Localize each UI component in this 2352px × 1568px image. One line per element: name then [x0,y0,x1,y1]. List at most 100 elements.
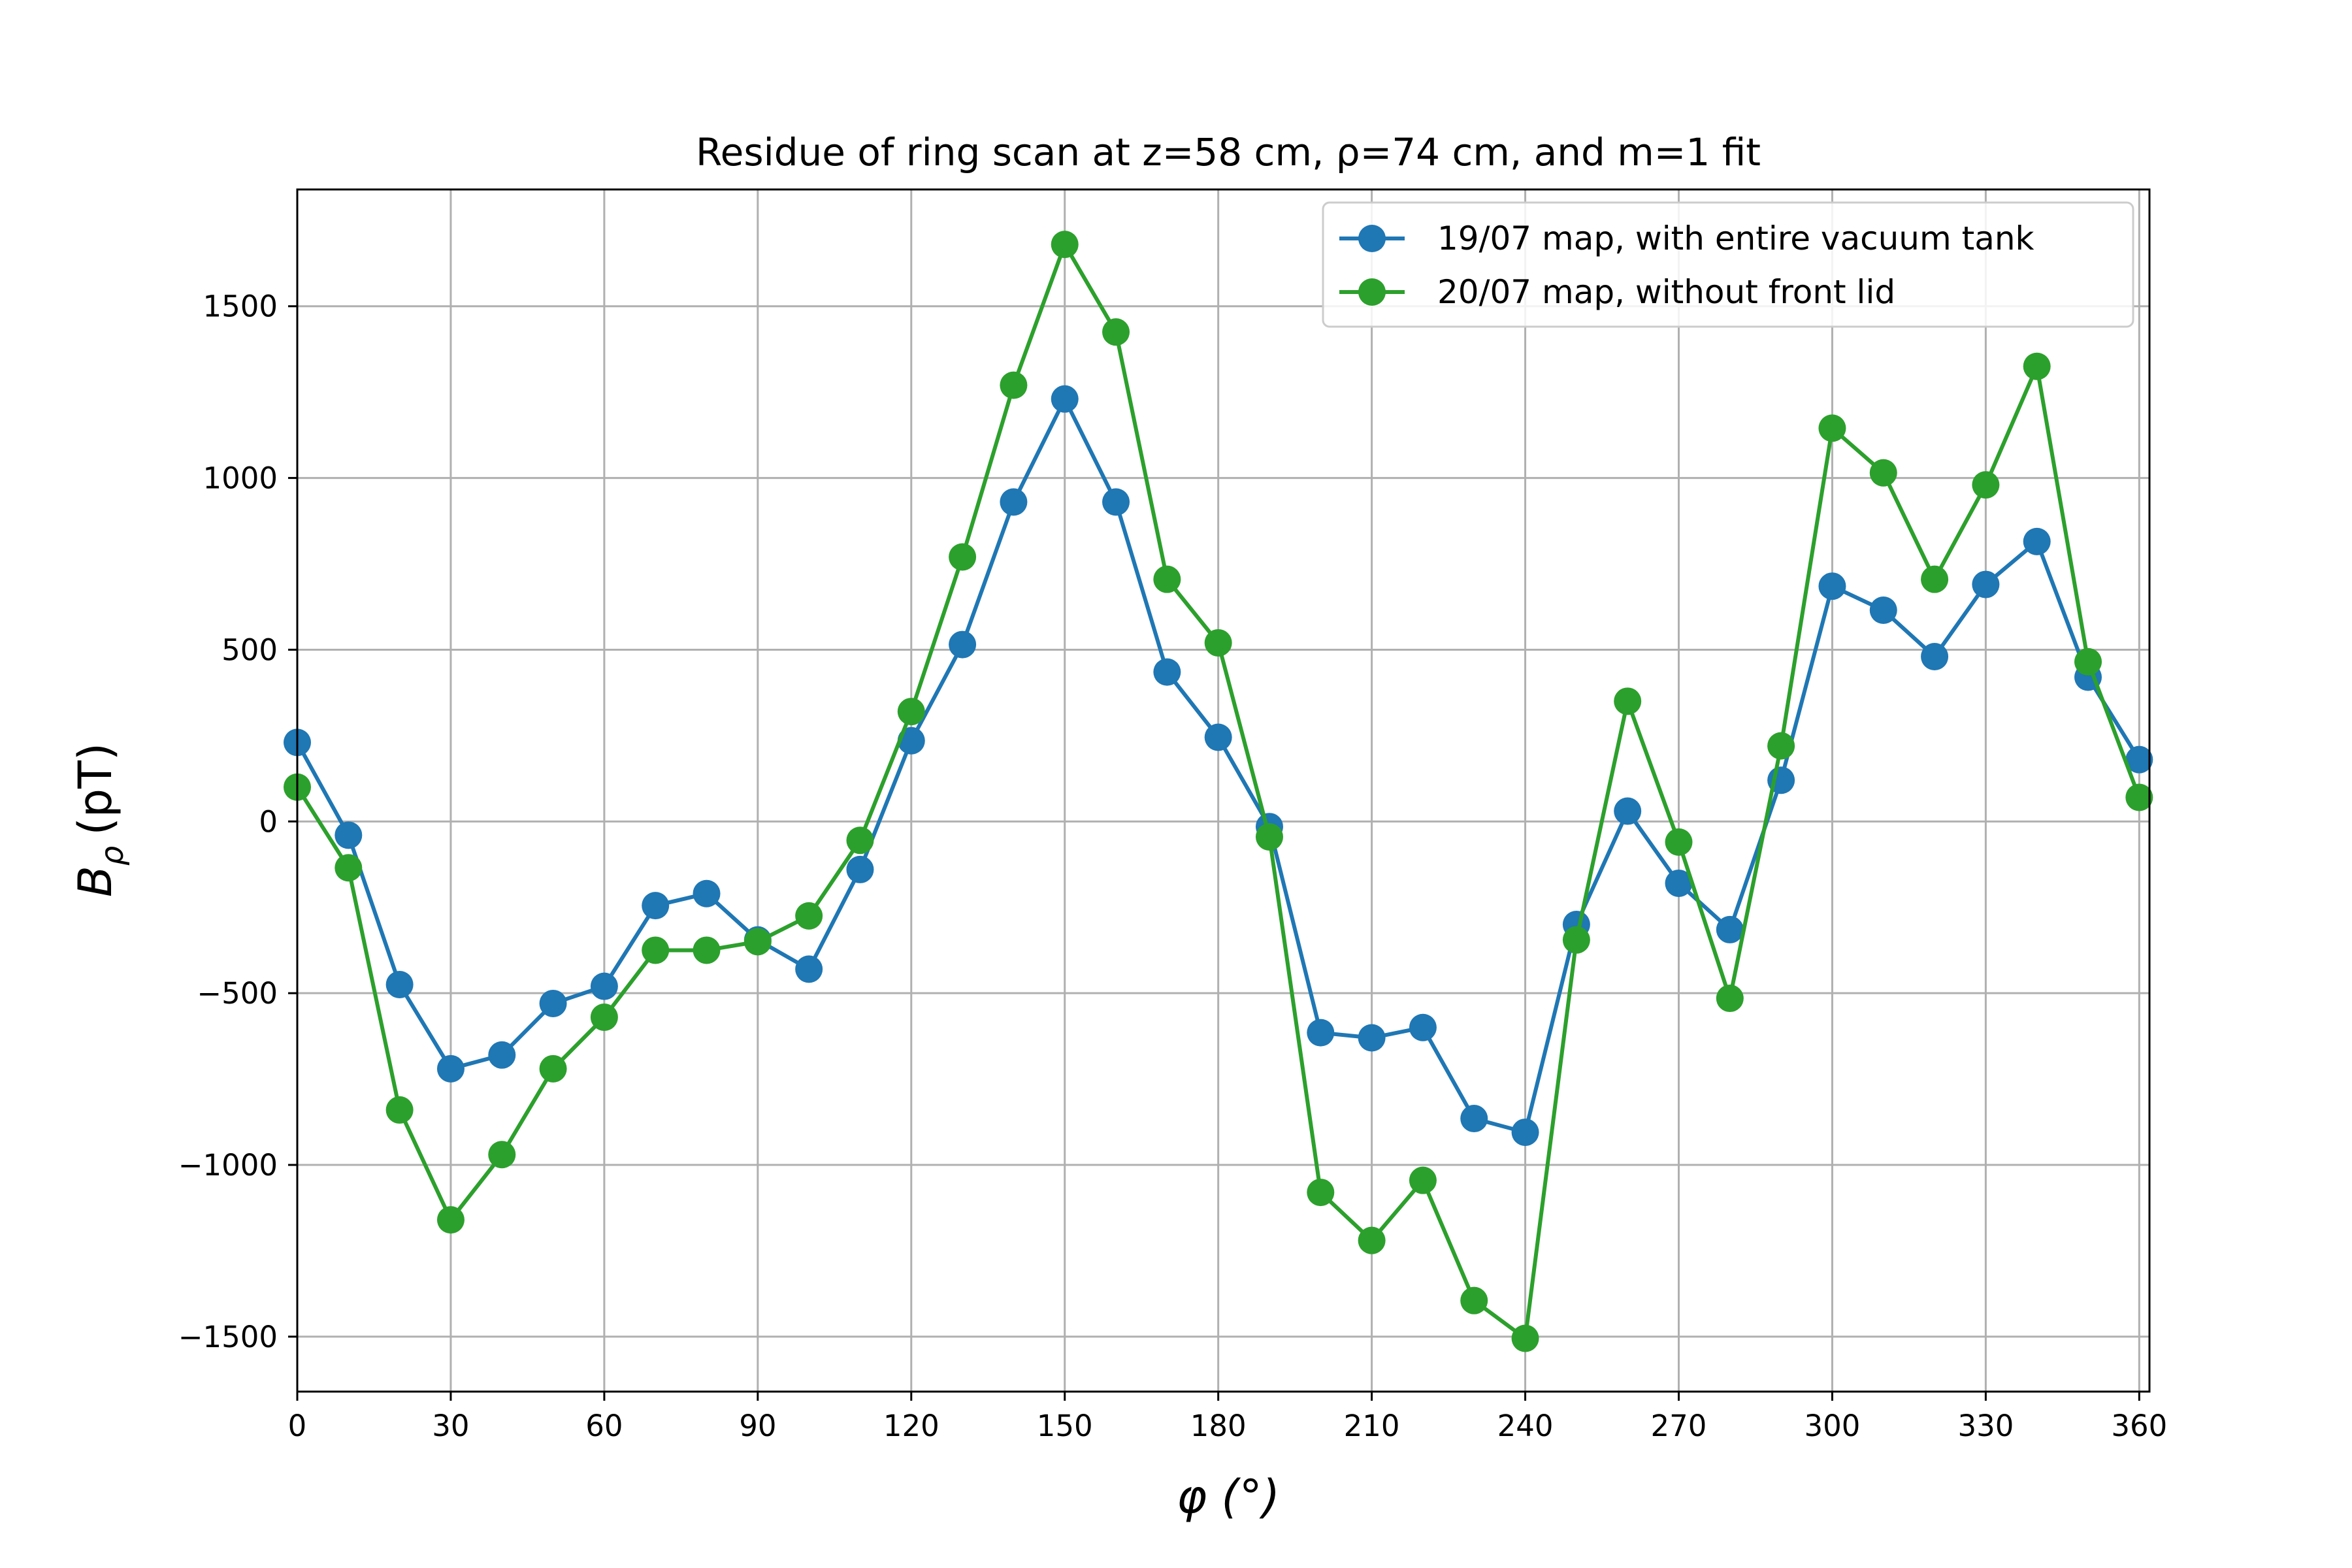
x-axis-label: φ (°) [1177,1470,1280,1524]
data-point [1614,687,1642,715]
data-point [642,936,670,964]
x-tick-label: 60 [585,1409,623,1443]
x-tick-label: 270 [1651,1409,1707,1443]
legend-marker [1358,278,1386,306]
data-point [693,879,721,907]
data-point [1255,823,1283,851]
data-point [1460,1105,1488,1133]
data-point [1921,642,1949,670]
data-point [1869,459,1897,487]
series-1 [284,385,2153,1147]
x-tick-label: 180 [1190,1409,1247,1443]
data-point [1204,629,1232,657]
data-point [642,892,670,920]
data-point [539,989,567,1017]
legend-box [1322,201,2134,328]
data-point [2125,745,2153,774]
y-tick-label: 500 [221,632,278,667]
y-axis-label: Bρ (pT) [69,743,131,897]
data-point [335,854,363,882]
series-2 [284,231,2153,1352]
data-point [1665,869,1693,897]
x-tick-label: 360 [2111,1409,2167,1443]
data-point [1716,985,1744,1013]
x-tick-label: 150 [1037,1409,1093,1443]
legend-entry-2: 20/07 map, without front lid [1339,273,1895,311]
x-tick-label: 0 [288,1409,307,1443]
data-point [1102,488,1130,516]
y-tick-label: 0 [259,804,278,839]
x-tick-label: 330 [1957,1409,2014,1443]
y-axis-label-unit: (pT) [69,743,122,836]
x-tick-label: 300 [1804,1409,1860,1443]
data-point [1000,488,1028,516]
legend-marker [1358,225,1386,252]
axis-ticks: 0 30 60 90 120 150 180 210 240 270 300 330 360 −1500 −… [178,289,2168,1443]
data-point [846,855,874,883]
data-point [1051,385,1079,413]
y-tick-label: 1000 [203,461,278,496]
data-point [590,972,618,1000]
y-tick-label: −500 [197,976,278,1011]
grid-lines [296,189,2149,1392]
data-point [2023,352,2051,380]
y-tick-label: −1500 [178,1320,278,1354]
data-point [1716,915,1744,943]
data-point [949,630,977,659]
data-point [1358,1226,1386,1254]
data-point [1767,732,1795,760]
data-point [385,1096,414,1124]
data-point [1665,828,1693,856]
data-point [1000,371,1028,399]
x-tick-label: 210 [1344,1409,1400,1443]
data-point [2125,783,2153,811]
data-point [1869,596,1897,624]
data-point [1972,570,2000,598]
data-point [1307,1179,1335,1207]
data-point [1153,565,1181,593]
y-axis-label-base: B [69,866,122,897]
y-tick-label: −1000 [178,1148,278,1183]
data-point [1051,231,1079,259]
y-tick-label: 1500 [203,289,278,324]
data-point [1409,1166,1437,1194]
data-point [1511,1324,1539,1352]
legend-entry-1: 19/07 map, with entire vacuum tank [1339,220,2034,257]
data-point [795,902,823,930]
x-tick-label: 30 [432,1409,469,1443]
legend-label: 19/07 map, with entire vacuum tank [1437,220,2034,257]
x-tick-label: 90 [739,1409,776,1443]
series-layer [284,231,2153,1352]
data-point [539,1054,567,1083]
data-point [1102,318,1130,346]
data-point [1204,723,1232,751]
legend-label: 20/07 map, without front lid [1437,273,1895,311]
data-point [1153,658,1181,686]
data-point [1358,1024,1386,1052]
data-point [1562,926,1590,954]
chart-title: Residue of ring scan at z=58 cm, ρ=74 cm… [696,130,1761,174]
data-point [1921,565,1949,593]
data-point [1409,1013,1437,1041]
data-point [693,936,721,964]
data-point [1460,1286,1488,1315]
data-point [488,1041,516,1069]
data-point [1972,471,2000,499]
data-point [1614,797,1642,825]
data-point [385,971,414,999]
plot-frame [296,188,2151,1393]
data-point [488,1141,516,1169]
data-point [1307,1019,1335,1047]
x-tick-label: 240 [1497,1409,1554,1443]
data-point [335,821,363,849]
data-point [1818,572,1846,600]
data-point [2074,647,2102,676]
data-point [897,698,925,726]
x-tick-label: 120 [883,1409,939,1443]
data-point [846,826,874,855]
data-point [743,928,772,956]
y-axis-label-sub: ρ [94,846,131,866]
data-point [436,1054,465,1083]
data-point [1818,414,1846,442]
